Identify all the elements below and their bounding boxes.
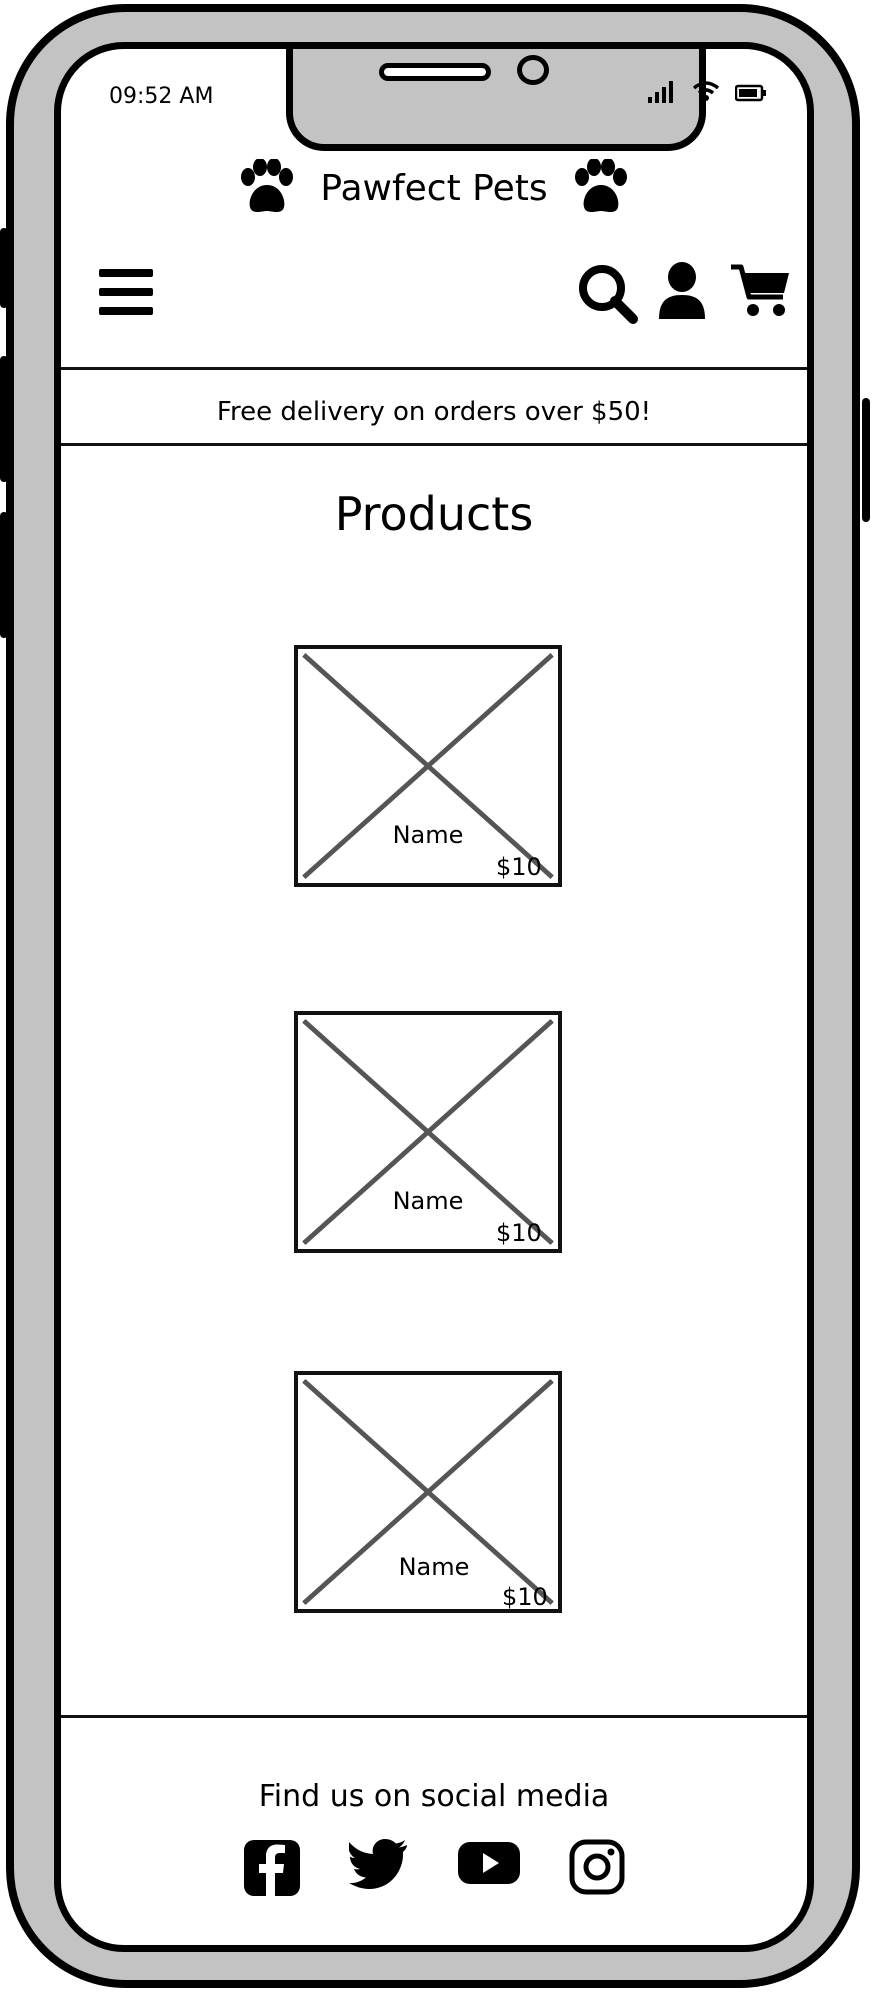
speaker bbox=[379, 63, 491, 81]
wifi-icon bbox=[692, 81, 720, 101]
notch bbox=[286, 49, 706, 151]
cart-icon[interactable] bbox=[729, 263, 793, 319]
divider bbox=[61, 443, 807, 446]
image-placeholder bbox=[302, 1019, 554, 1245]
product-price: $10 bbox=[496, 1219, 542, 1247]
camera bbox=[517, 55, 549, 85]
page-title: Products bbox=[334, 487, 534, 541]
product-name: Name bbox=[398, 1553, 470, 1581]
screen: 09:52 AM Pawfect Pets bbox=[54, 42, 814, 1952]
social-links bbox=[61, 1839, 807, 1897]
status-time: 09:52 AM bbox=[109, 84, 214, 109]
side-button bbox=[0, 512, 8, 638]
menu-icon[interactable] bbox=[97, 267, 155, 317]
promo-banner: Free delivery on orders over $50! bbox=[216, 397, 652, 427]
battery-icon bbox=[735, 84, 766, 102]
search-icon[interactable] bbox=[577, 263, 639, 325]
paw-icon bbox=[241, 159, 294, 212]
product-price: $10 bbox=[502, 1583, 548, 1611]
product-name: Name bbox=[392, 1187, 464, 1215]
paw-icon bbox=[574, 159, 627, 212]
brand-name: Pawfect Pets bbox=[320, 167, 548, 209]
footer-title: Find us on social media bbox=[258, 1779, 610, 1814]
side-button bbox=[0, 356, 8, 482]
product-card[interactable]: Name $10 bbox=[294, 1011, 562, 1253]
youtube-icon[interactable] bbox=[457, 1839, 521, 1887]
product-price: $10 bbox=[496, 853, 542, 881]
product-card[interactable]: Name $10 bbox=[294, 645, 562, 887]
product-card[interactable]: Name $10 bbox=[294, 1371, 562, 1613]
product-name: Name bbox=[392, 821, 464, 849]
user-icon[interactable] bbox=[657, 261, 707, 321]
divider bbox=[61, 1715, 807, 1718]
image-placeholder bbox=[302, 1379, 554, 1605]
facebook-icon[interactable] bbox=[243, 1839, 301, 1897]
side-button bbox=[0, 228, 8, 308]
instagram-icon[interactable] bbox=[569, 1839, 625, 1895]
brand[interactable]: Pawfect Pets bbox=[61, 159, 807, 217]
signal-icon bbox=[648, 81, 673, 103]
status-icons bbox=[647, 79, 767, 103]
side-button bbox=[862, 398, 870, 522]
twitter-icon[interactable] bbox=[349, 1839, 409, 1889]
image-placeholder bbox=[302, 653, 554, 879]
divider bbox=[61, 367, 807, 370]
